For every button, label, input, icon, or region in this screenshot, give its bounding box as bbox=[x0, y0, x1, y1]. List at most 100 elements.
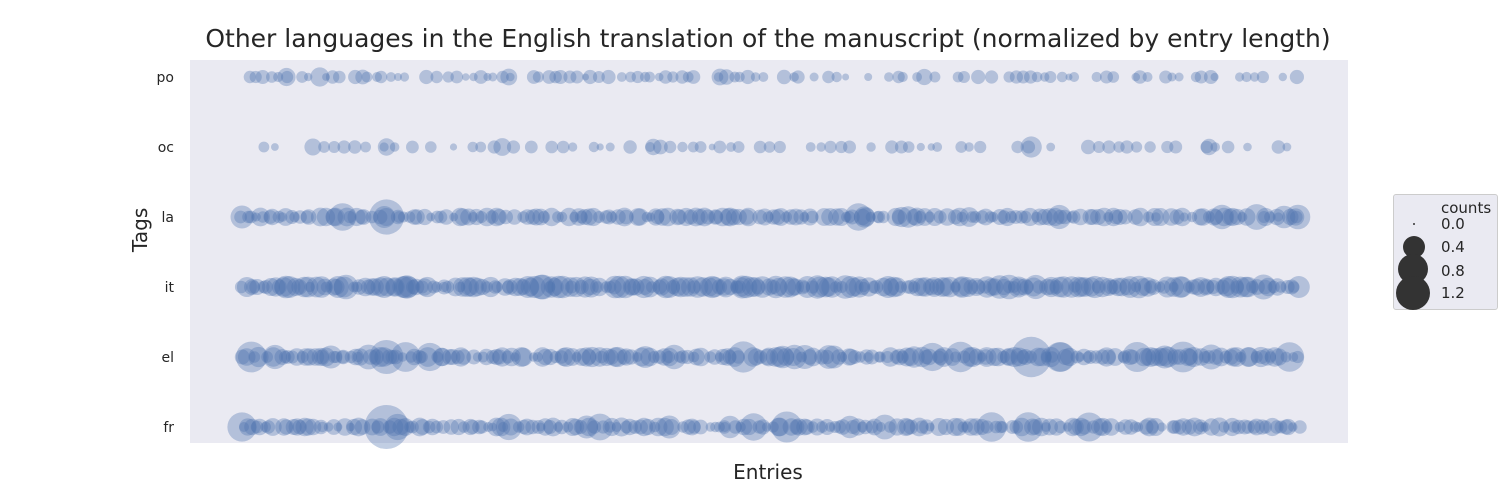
data-point bbox=[857, 421, 868, 433]
data-point bbox=[336, 349, 351, 365]
data-point bbox=[1134, 278, 1152, 296]
data-point bbox=[360, 141, 371, 153]
data-point bbox=[262, 278, 280, 296]
data-point bbox=[398, 276, 420, 298]
data-point bbox=[784, 278, 802, 296]
data-point bbox=[604, 421, 616, 433]
data-point bbox=[957, 350, 971, 364]
data-point bbox=[1218, 421, 1230, 433]
data-point bbox=[543, 281, 556, 293]
data-point bbox=[1254, 419, 1270, 435]
data-point bbox=[249, 279, 266, 295]
data-point bbox=[912, 346, 933, 368]
data-point bbox=[1203, 211, 1215, 223]
data-point bbox=[639, 71, 651, 83]
data-point bbox=[239, 422, 249, 432]
data-point bbox=[631, 208, 649, 226]
data-point bbox=[607, 346, 628, 368]
data-point bbox=[468, 208, 485, 226]
data-point bbox=[487, 417, 506, 437]
data-point bbox=[249, 70, 262, 84]
data-point bbox=[1157, 346, 1179, 368]
data-point bbox=[641, 211, 653, 223]
data-point bbox=[488, 349, 505, 365]
data-point bbox=[903, 346, 925, 368]
data-point bbox=[530, 274, 556, 300]
data-point bbox=[552, 211, 564, 223]
data-point bbox=[581, 349, 597, 365]
data-point bbox=[488, 280, 503, 294]
data-point bbox=[628, 420, 642, 434]
data-point bbox=[1186, 211, 1198, 223]
data-point bbox=[1053, 209, 1068, 225]
data-point bbox=[244, 210, 258, 224]
data-point bbox=[925, 208, 944, 226]
data-point bbox=[366, 278, 384, 296]
data-point bbox=[687, 420, 701, 434]
data-point bbox=[985, 70, 999, 84]
data-point bbox=[262, 344, 288, 370]
data-point bbox=[614, 275, 637, 299]
data-point bbox=[710, 421, 721, 433]
data-point bbox=[425, 141, 437, 153]
data-point bbox=[377, 138, 396, 156]
data-point bbox=[1150, 347, 1170, 367]
data-point bbox=[532, 352, 543, 362]
data-point bbox=[587, 420, 602, 434]
data-point bbox=[1065, 73, 1073, 81]
data-point bbox=[346, 422, 356, 432]
data-point bbox=[1056, 71, 1068, 83]
data-point bbox=[1293, 420, 1307, 434]
data-point bbox=[1093, 417, 1112, 437]
data-point bbox=[325, 419, 342, 435]
data-point bbox=[666, 279, 681, 295]
data-point bbox=[394, 73, 402, 81]
data-point bbox=[780, 211, 793, 223]
data-point bbox=[1223, 417, 1242, 437]
data-point bbox=[621, 418, 638, 436]
data-point bbox=[952, 71, 964, 83]
data-point bbox=[1032, 347, 1052, 367]
data-point bbox=[430, 420, 444, 434]
data-point bbox=[1231, 419, 1247, 435]
data-point bbox=[582, 278, 599, 296]
data-point bbox=[864, 73, 873, 81]
data-point bbox=[883, 276, 904, 298]
data-point bbox=[795, 279, 811, 295]
data-point bbox=[1241, 71, 1252, 83]
data-point bbox=[1288, 422, 1298, 432]
data-point bbox=[874, 277, 893, 297]
data-point bbox=[1207, 209, 1224, 225]
data-point bbox=[646, 212, 656, 222]
data-point bbox=[924, 277, 945, 297]
data-point bbox=[300, 348, 319, 366]
data-point bbox=[1166, 420, 1180, 434]
data-point bbox=[929, 71, 941, 83]
data-point bbox=[1203, 70, 1218, 84]
data-point bbox=[976, 276, 998, 298]
data-point bbox=[352, 281, 363, 293]
data-point bbox=[739, 207, 758, 227]
data-point bbox=[250, 420, 264, 434]
data-point bbox=[908, 277, 927, 297]
legend-label: 1.2 bbox=[1441, 284, 1465, 302]
data-point bbox=[991, 209, 1008, 225]
data-point bbox=[912, 277, 932, 297]
data-point bbox=[815, 276, 837, 298]
data-point bbox=[959, 207, 979, 227]
data-point bbox=[606, 211, 618, 223]
data-point bbox=[580, 208, 598, 226]
data-point bbox=[574, 276, 596, 298]
data-point bbox=[1223, 349, 1239, 365]
data-point bbox=[589, 347, 610, 367]
data-point bbox=[498, 421, 509, 433]
data-point bbox=[1075, 277, 1095, 297]
data-point bbox=[488, 72, 498, 82]
data-point bbox=[540, 276, 563, 298]
data-point bbox=[976, 347, 997, 367]
data-point bbox=[798, 281, 811, 293]
data-point bbox=[1031, 71, 1043, 83]
data-point bbox=[417, 347, 438, 367]
data-point bbox=[866, 418, 883, 436]
data-point bbox=[462, 73, 470, 81]
